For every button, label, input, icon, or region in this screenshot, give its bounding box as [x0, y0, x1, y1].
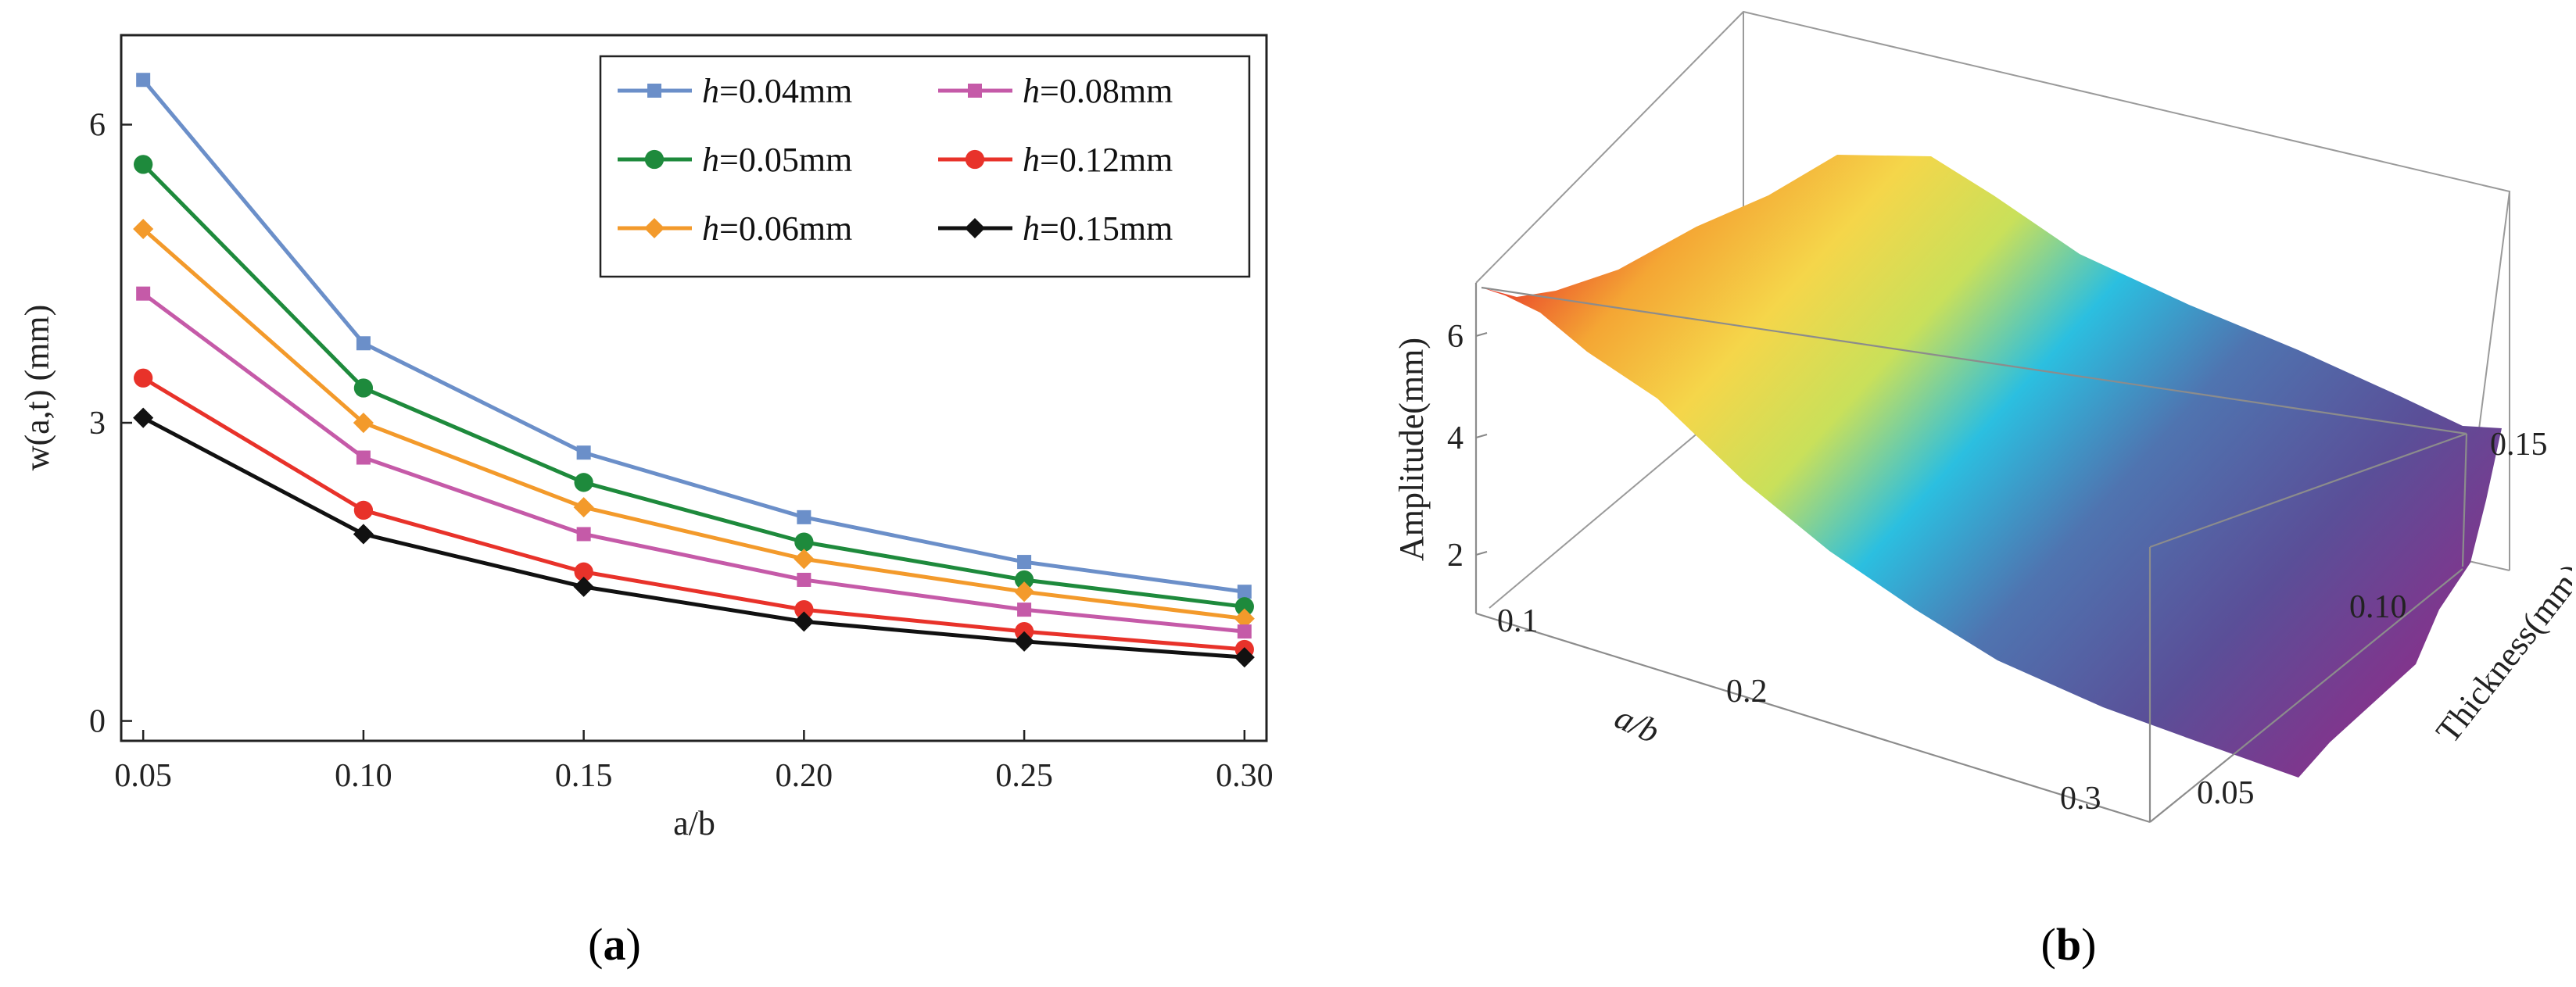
series-line — [142, 227, 1245, 621]
legend-swatch-marker — [647, 84, 661, 98]
tick-group: 0.05 0.10 0.15 0.20 0.25 0.30 0 3 6 — [89, 107, 1274, 794]
x-tick-label: 0.25 — [995, 758, 1053, 794]
z-tick-mark — [1475, 551, 1488, 556]
data-point — [353, 378, 374, 398]
data-point — [574, 473, 593, 492]
data-point — [574, 562, 593, 581]
data-point — [134, 368, 153, 388]
data-point — [1237, 624, 1252, 639]
data-point — [1234, 608, 1255, 629]
series-line — [142, 78, 1245, 594]
legend-entry: h=0.05mm — [702, 141, 852, 179]
surface-edges — [1474, 283, 2468, 824]
legend-entry: h=0.15mm — [1023, 209, 1173, 248]
data-point — [576, 527, 591, 542]
data-point — [1014, 581, 1035, 603]
legend-swatch-marker — [644, 149, 665, 170]
y-axis-label: w(a,t) (mm) — [18, 305, 56, 471]
line-chart-a: 0.05 0.10 0.15 0.20 0.25 0.30 0 3 6 a/b w(a,t) (… — [18, 34, 1274, 970]
legend-swatch-marker — [643, 217, 665, 239]
legend-entry: h=0.06mm — [702, 209, 852, 248]
x-tick-label-b: 0.3 — [2060, 781, 2101, 817]
data-point — [1017, 603, 1032, 617]
y-tick-label-b: 0.15 — [2490, 427, 2548, 463]
data-point — [573, 576, 594, 597]
surface-tick-group: 2 4 6 0.1 0.2 0.3 0.05 0.10 0.15 — [1447, 319, 2548, 817]
y-tick-label: 6 — [89, 107, 106, 143]
z-tick-label: 4 — [1447, 420, 1464, 456]
z-tick-label: 6 — [1447, 319, 1464, 355]
data-point — [356, 336, 371, 351]
legend-entry: h=0.04mm — [702, 72, 852, 110]
z-tick-mark — [1475, 434, 1488, 438]
data-point — [573, 497, 594, 518]
panel-label-b: (b) — [2041, 919, 2097, 970]
x-axis-label: a/b — [673, 804, 715, 842]
data-point — [576, 445, 591, 460]
data-point — [356, 450, 371, 465]
series-line — [142, 376, 1245, 652]
series-lines — [142, 78, 1245, 660]
data-point — [1014, 570, 1034, 590]
surface-patch — [1481, 155, 2502, 778]
x-tick-label-b: 0.2 — [1726, 674, 1768, 710]
x-axis-label-b: a/b — [1609, 698, 1665, 751]
data-point — [353, 524, 374, 545]
data-point — [353, 500, 374, 520]
z-tick-label: 2 — [1447, 538, 1464, 574]
x-tick-label: 0.15 — [555, 758, 613, 794]
data-point — [134, 155, 153, 174]
data-point — [1234, 597, 1254, 617]
series-markers — [133, 73, 1255, 668]
legend-swatch-marker — [968, 84, 982, 98]
z-tick-mark — [1475, 332, 1488, 337]
data-point — [1237, 585, 1252, 599]
data-point — [794, 611, 815, 632]
legend-entry: h=0.12mm — [1023, 141, 1173, 179]
data-point — [133, 407, 154, 428]
legend-swatch-marker — [965, 149, 985, 170]
x-tick-label: 0.20 — [776, 758, 833, 794]
data-point — [1017, 555, 1032, 570]
x-tick-label: 0.30 — [1216, 758, 1274, 794]
legend-swatch-marker — [964, 217, 986, 239]
data-point — [1014, 631, 1035, 652]
x-tick-label: 0.05 — [114, 758, 172, 794]
legend-entry: h=0.08mm — [1023, 72, 1173, 110]
data-point — [797, 510, 811, 524]
data-point — [353, 412, 374, 434]
y-tick-label-b: 0.10 — [2349, 589, 2407, 625]
panel-label-a: (a) — [588, 919, 641, 970]
z-axis-label: Amplitude(mm) — [1392, 338, 1431, 561]
data-point — [133, 218, 154, 240]
y-tick-label: 3 — [89, 406, 106, 442]
y-tick-label-b: 0.05 — [2197, 775, 2255, 811]
x-tick-label-b: 0.1 — [1497, 603, 1539, 639]
y-tick-label: 0 — [89, 704, 106, 740]
legend-box — [599, 55, 1251, 278]
series-line — [142, 291, 1245, 634]
plot-frame — [120, 34, 1268, 742]
legend: h=0.04mm h=0.05mm h=0.06mm h=0.08mm h=0.12mm… — [599, 55, 1251, 278]
data-point — [794, 599, 814, 620]
surface-chart-b: 2 4 6 0.1 0.2 0.3 0.05 0.10 0.15 Amplitude(mm) a… — [1392, 10, 2572, 970]
data-point — [1234, 647, 1255, 668]
data-point — [797, 572, 811, 587]
data-point — [794, 549, 815, 570]
data-point — [136, 286, 151, 301]
series-line — [142, 163, 1245, 609]
data-point — [794, 532, 814, 552]
x-tick-label: 0.10 — [335, 758, 392, 794]
series-line — [142, 416, 1245, 660]
data-point — [136, 73, 151, 88]
